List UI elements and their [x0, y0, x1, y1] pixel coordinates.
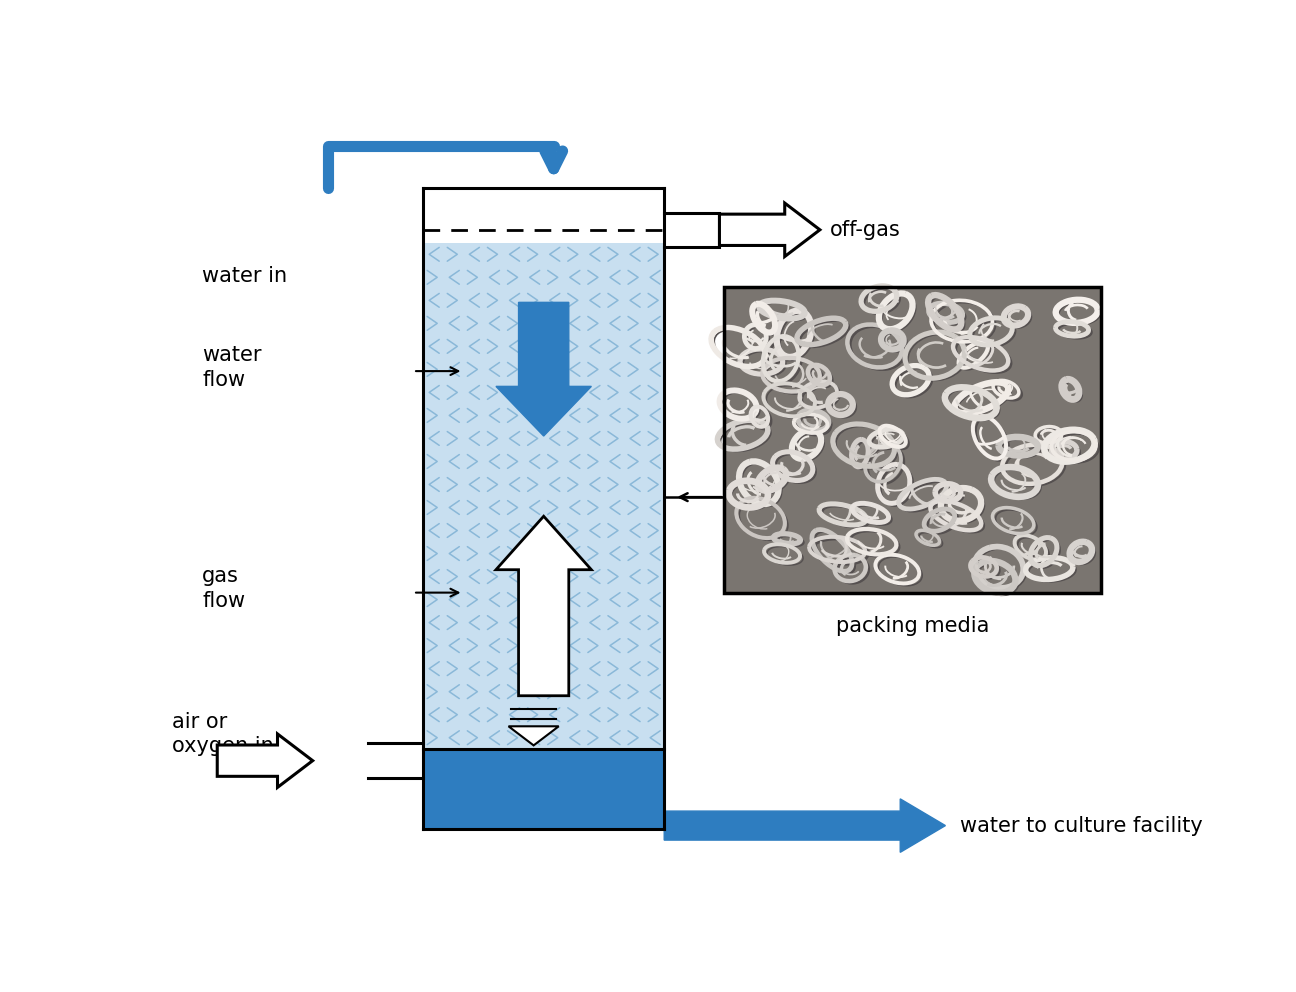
Bar	[422, 243, 664, 749]
Polygon shape	[508, 726, 559, 745]
Text: water to culture facility: water to culture facility	[960, 815, 1203, 835]
Text: off-gas: off-gas	[829, 220, 901, 240]
FancyArrow shape	[496, 516, 591, 695]
FancyArrow shape	[496, 303, 591, 436]
Text: water
flow: water flow	[202, 345, 262, 390]
Text: gas
flow: gas flow	[202, 566, 245, 611]
Bar	[724, 287, 1102, 592]
Text: water in: water in	[202, 266, 288, 286]
FancyArrow shape	[719, 203, 820, 257]
Text: air or
oxygen in: air or oxygen in	[172, 711, 273, 756]
Text: packing media: packing media	[836, 615, 989, 636]
Bar	[724, 287, 1102, 592]
FancyArrow shape	[218, 734, 312, 788]
Bar	[422, 749, 664, 829]
FancyArrow shape	[664, 799, 946, 852]
